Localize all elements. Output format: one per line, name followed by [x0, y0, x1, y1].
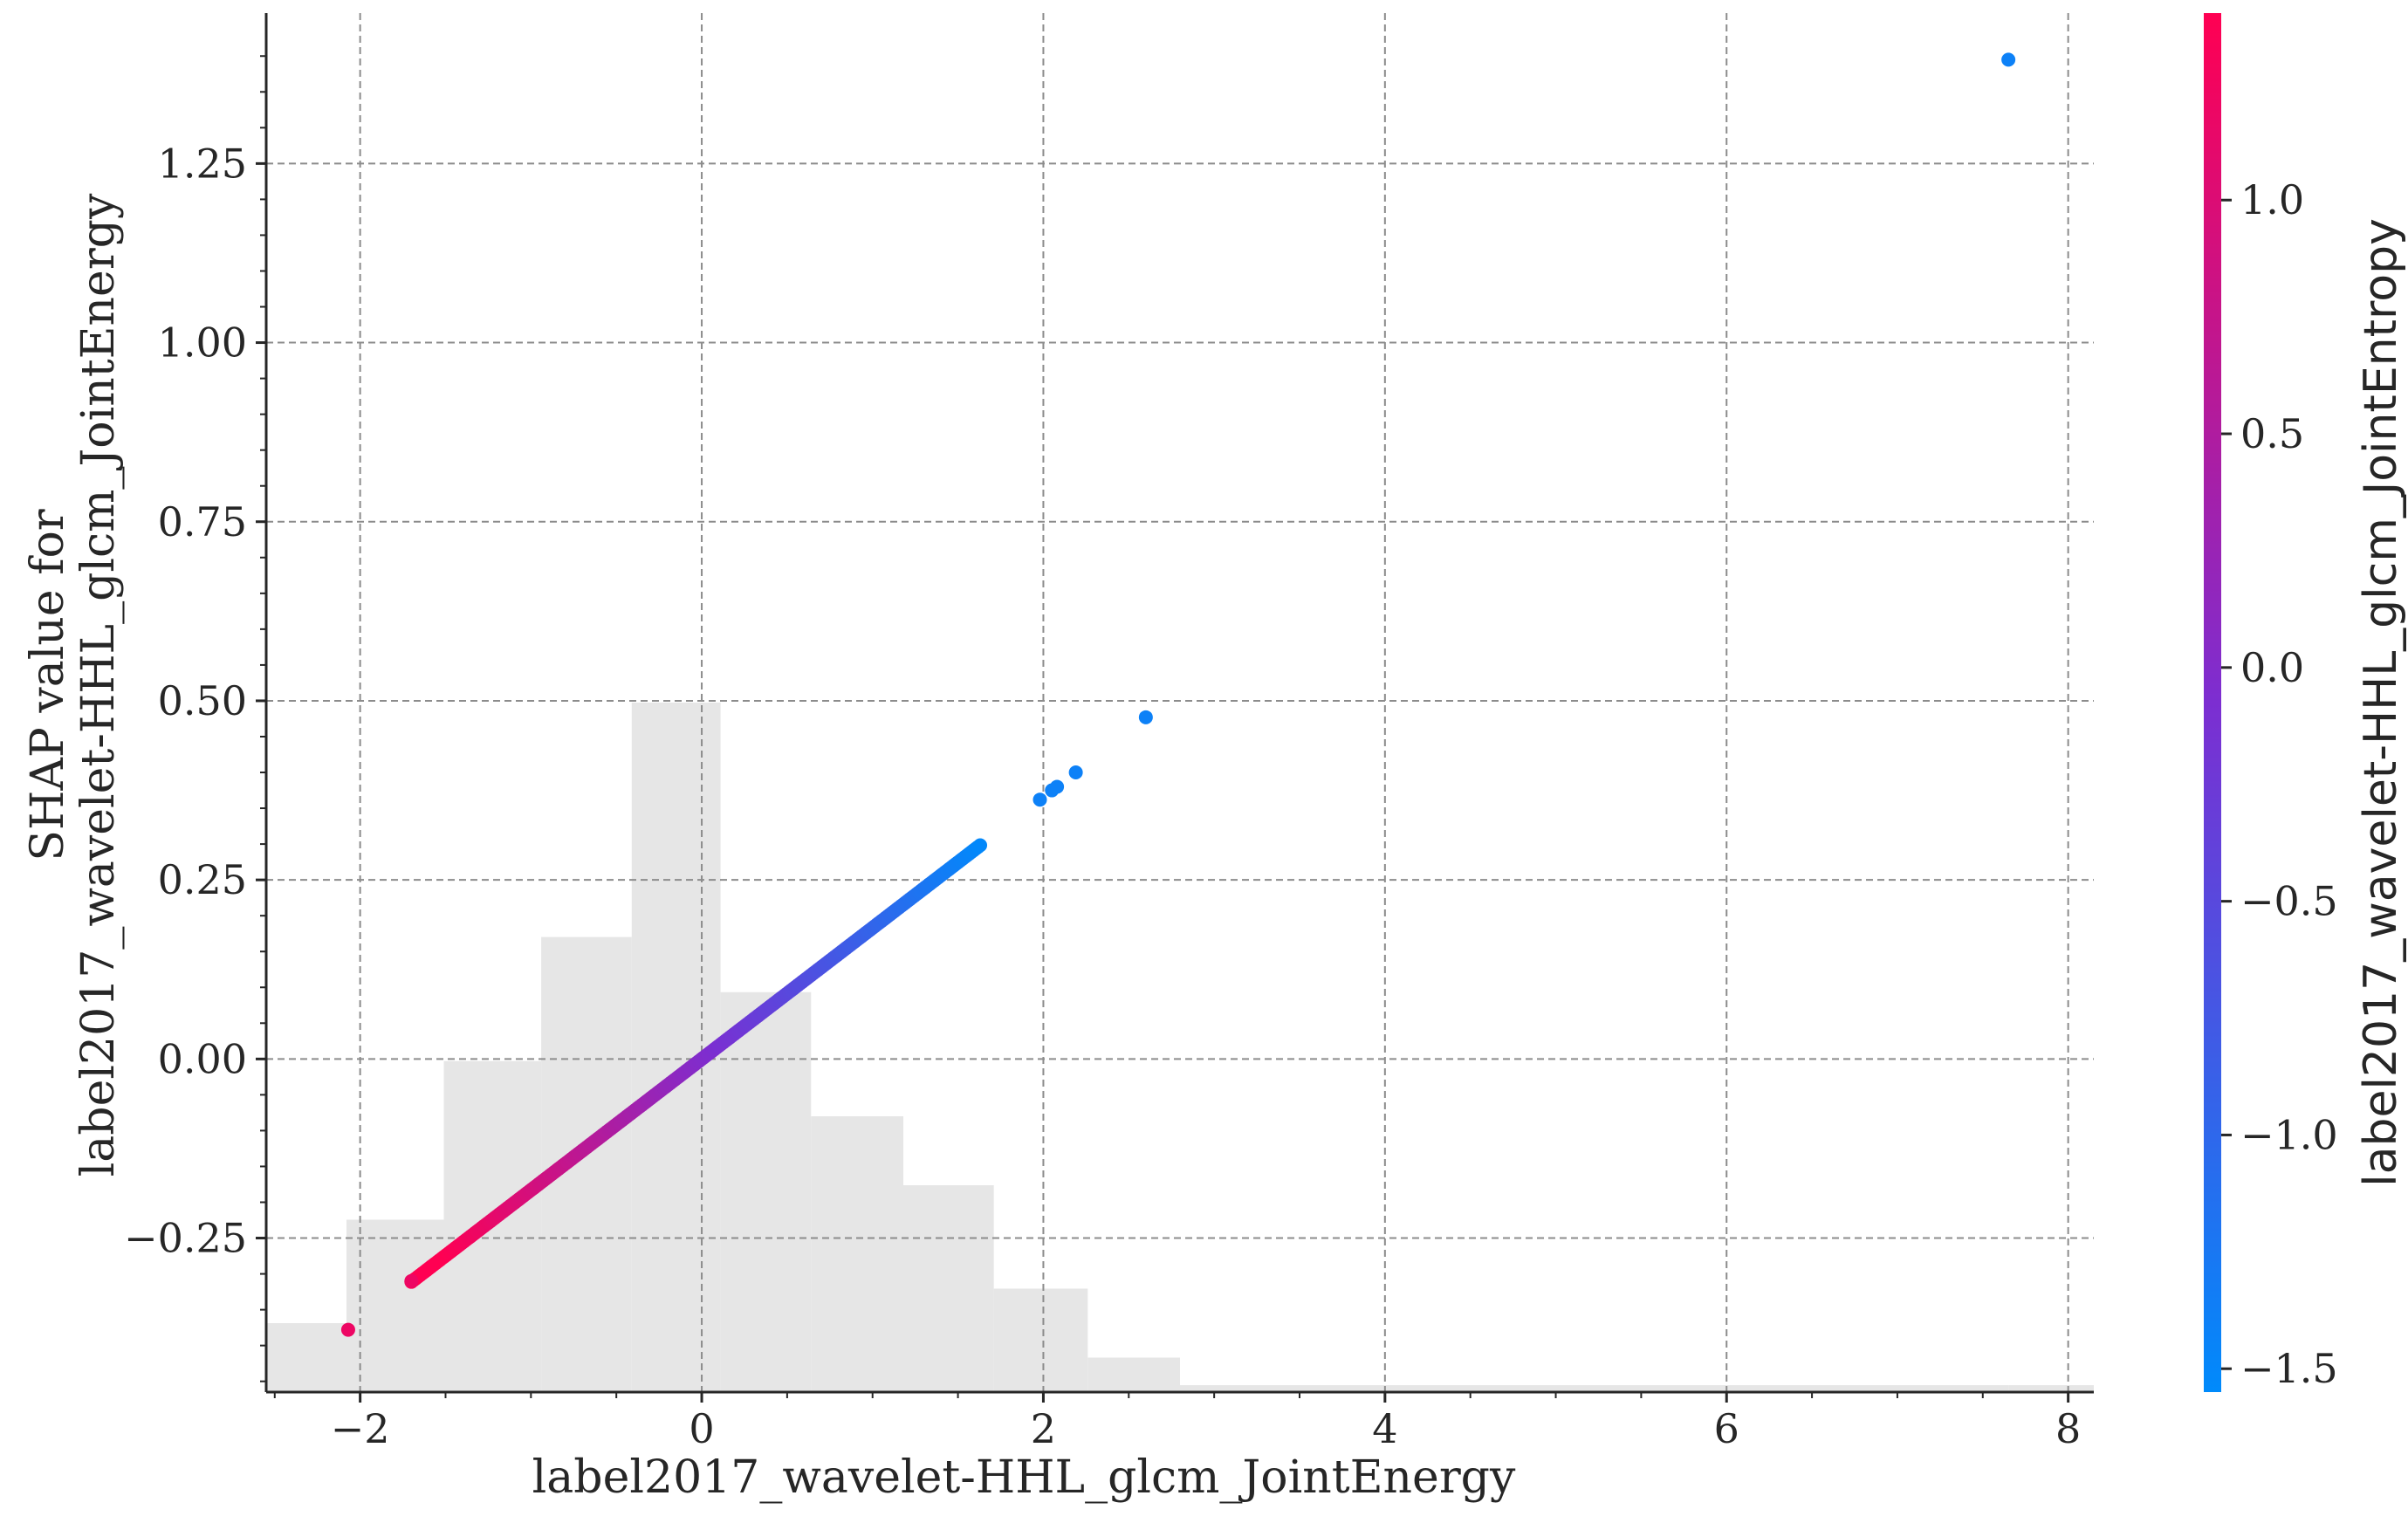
x-tick-label: 0 — [689, 1405, 714, 1452]
scatter-point — [2001, 52, 2016, 67]
scatter-point — [1138, 710, 1153, 724]
x-axis-ticks: −2 0 2 4 6 8 — [273, 1392, 2081, 1452]
scatter-points — [340, 52, 2016, 1337]
histogram-bar — [346, 1219, 444, 1392]
histogram-bar — [902, 1185, 994, 1392]
y-tick-label: −0.25 — [124, 1215, 247, 1262]
colorbar-ticks: −1.5 −1.0 −0.5 0.0 0.5 1.0 — [2221, 176, 2338, 1392]
scatter-point — [1068, 765, 1083, 780]
scatter-point — [1032, 792, 1047, 807]
histogram-bar — [1087, 1357, 1180, 1392]
x-tick-label: 4 — [1372, 1405, 1397, 1452]
colorbar-tick-label: 0.5 — [2240, 410, 2304, 457]
y-tick-label: 0.00 — [158, 1035, 247, 1082]
colorbar-tick-label: −0.5 — [2240, 878, 2338, 925]
x-tick-label: 6 — [1714, 1405, 1739, 1452]
x-axis-label: label2017_wavelet-HHL_glcm_JointEnergy — [532, 1451, 1516, 1504]
scatter-point — [340, 1322, 355, 1337]
histogram-bar — [1180, 1385, 2009, 1392]
y-tick-label: 1.25 — [158, 140, 247, 187]
colorbar-tick-label: 1.0 — [2240, 176, 2304, 223]
colorbar-tick-label: −1.0 — [2240, 1111, 2338, 1158]
scatter-point — [973, 838, 988, 853]
scatter-point — [1050, 779, 1065, 794]
y-tick-label: 0.75 — [158, 498, 247, 545]
colorbar-tick-label: −1.5 — [2240, 1345, 2338, 1392]
y-axis-label-line-2: label2017_wavelet-HHL_glcm_JointEnergy — [72, 193, 125, 1177]
x-tick-label: −2 — [331, 1405, 390, 1452]
y-tick-label: 0.50 — [158, 677, 247, 724]
histogram — [266, 703, 2094, 1392]
x-tick-label: 2 — [1031, 1405, 1056, 1452]
histogram-bar — [720, 991, 812, 1392]
histogram-bar — [2008, 1385, 2094, 1392]
histogram-bar — [266, 1323, 346, 1392]
y-axis-label-line-1: SHAP value for — [22, 509, 74, 861]
y-tick-label: 0.25 — [158, 856, 247, 903]
histogram-bar — [811, 1116, 903, 1392]
colorbar — [2204, 13, 2221, 1392]
x-tick-label: 8 — [2055, 1405, 2081, 1452]
histogram-bar — [993, 1288, 1088, 1392]
grid-lines — [266, 13, 2094, 1392]
y-tick-label: 1.00 — [158, 319, 247, 367]
y-axis-label: SHAP value for label2017_wavelet-HHL_glc… — [22, 193, 125, 1177]
colorbar-tick-label: 0.0 — [2240, 644, 2304, 691]
y-axis-ticks: −0.25 0.00 0.25 0.50 0.75 1.00 1.25 — [124, 55, 266, 1382]
scatter-point — [404, 1273, 419, 1288]
colorbar-label: label2017_wavelet-HHL_glcm_JointEntropy — [2355, 218, 2407, 1187]
